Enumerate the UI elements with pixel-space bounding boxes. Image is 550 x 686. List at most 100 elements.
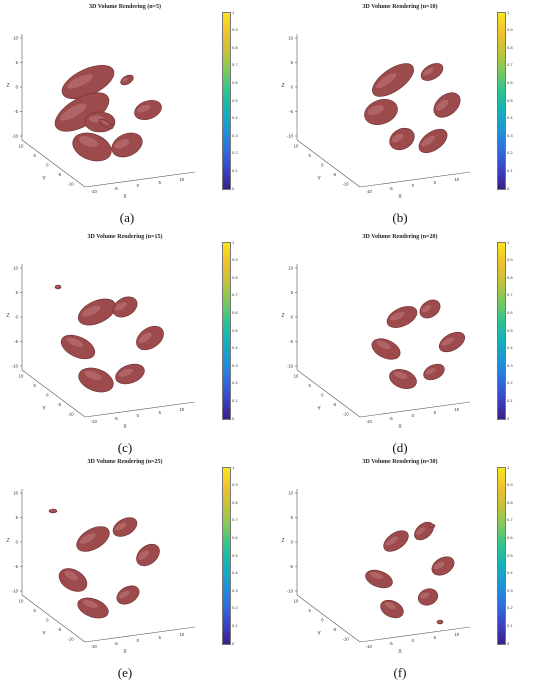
y-axis	[21, 139, 86, 188]
isosurface-highlight	[441, 337, 454, 346]
colorbar-tick-label: 0.8	[507, 44, 513, 50]
x-tick-label: -10	[366, 419, 373, 424]
colorbar-tick-label: 0.9	[507, 257, 513, 263]
y-tick-label: 10	[294, 599, 299, 604]
x-axis-label: X	[123, 424, 127, 430]
colorbar-tick-label: 1	[507, 239, 510, 245]
colorbar-tick-label: 0.1	[507, 622, 513, 628]
y-tick-label: 5	[34, 383, 37, 388]
x-tick-label: 0	[412, 183, 415, 188]
colorbar-tick-label: 0.5	[232, 97, 238, 103]
x-tick-label: 0	[137, 638, 140, 643]
z-tick-label: 5	[291, 515, 294, 520]
z-tick-label: 10	[288, 491, 293, 496]
z-tick-label: 0	[291, 315, 294, 320]
plot-area: 10 5 0 -5 -10 Z 10 5 0 -5 -10 Y -10 -5 0 5 10 X	[281, 34, 471, 200]
y-tick-label: 5	[34, 608, 37, 613]
colorbar-tick-label: 0	[232, 185, 235, 191]
isosurface-highlight	[389, 311, 405, 321]
z-tick-label: 10	[13, 491, 18, 496]
y-axis-label: Y	[42, 631, 46, 637]
colorbar-tick-label: 0	[507, 185, 510, 191]
x-tick-label: 5	[159, 410, 162, 415]
chart-title: 3D Volume Rendering (n=5)	[89, 4, 161, 10]
x-tick-label: -10	[91, 419, 98, 424]
isosurface-highlight	[82, 600, 98, 609]
chart-title: 3D Volume Rendering (n=30)	[362, 459, 438, 465]
colorbar-tick-label: 0.3	[507, 362, 513, 368]
colorbar	[497, 12, 506, 190]
isosurface-highlight	[436, 99, 449, 111]
isosurface-highlight	[376, 340, 391, 350]
colorbar-tick-label: 0.9	[507, 482, 513, 488]
colorbar	[497, 242, 506, 420]
colorbar-tick-label: 0.7	[232, 62, 238, 68]
z-tick-label: 5	[16, 290, 19, 295]
isosurface-highlight	[66, 337, 84, 348]
y-tick-label: 10	[19, 374, 24, 379]
x-tick-label: 0	[137, 183, 140, 188]
isosurface-highlight	[385, 536, 398, 546]
y-axis	[296, 594, 361, 643]
z-tick-label: 10	[288, 266, 293, 271]
colorbar-tick-label: 0.9	[507, 27, 513, 33]
y-tick-label: 0	[46, 618, 49, 623]
panel-caption: (f)	[393, 665, 407, 680]
y-tick-label: -5	[57, 172, 61, 177]
x-tick-label: 10	[179, 407, 184, 412]
colorbar-tick-label: 0.1	[232, 397, 238, 403]
z-tick-label: -10	[12, 134, 19, 139]
colorbar-tick-label: 0.4	[232, 345, 238, 351]
chart-title: 3D Volume Rendering (n=25)	[87, 459, 163, 465]
colorbar-tick-label: 0.3	[507, 132, 513, 138]
y-tick-label: -5	[57, 627, 61, 632]
colorbar-tick-label: 0.2	[232, 605, 238, 611]
colorbar-tick-label: 1	[232, 464, 235, 470]
y-tick-label: 5	[309, 608, 312, 613]
colorbar-tick-label: 0.2	[232, 150, 238, 156]
y-axis	[21, 369, 86, 418]
plot-area: 10 5 0 -5 -10 Z 10 5 0 -5 -10 Y -10 -5 0 5 10 X	[6, 264, 196, 430]
isosurface-highlight	[384, 601, 396, 610]
z-axis-label: Z	[281, 538, 284, 544]
x-tick-label: 5	[159, 180, 162, 185]
x-axis	[84, 401, 196, 418]
colorbar-tick-label: 0.6	[507, 534, 513, 540]
z-axis-label: Z	[281, 83, 284, 89]
x-tick-label: 0	[412, 638, 415, 643]
colorbar-tick-label: 0.4	[507, 345, 513, 351]
z-tick-label: 10	[288, 36, 293, 41]
y-axis-label: Y	[317, 631, 321, 637]
isosurface-highlight	[376, 73, 397, 89]
colorbar-tick-label: 0	[232, 415, 235, 421]
colorbar-tick-label: 0.9	[232, 27, 238, 33]
isosurface-highlight	[437, 620, 441, 623]
y-tick-label: -10	[68, 181, 75, 186]
x-axis-label: X	[398, 424, 402, 430]
y-tick-label: 5	[309, 153, 312, 158]
colorbar-tick-label: 0.7	[232, 292, 238, 298]
z-tick-label: -5	[14, 339, 18, 344]
panel-caption: (e)	[117, 665, 133, 680]
isosurface-highlight	[421, 135, 435, 147]
y-axis	[296, 139, 361, 188]
z-tick-label: -10	[12, 364, 19, 369]
colorbar-tick-label: 0.3	[232, 587, 238, 593]
y-tick-label: -5	[332, 172, 336, 177]
colorbar-tick-label: 0	[232, 640, 235, 646]
colorbar	[222, 467, 231, 645]
isosurface-highlight	[55, 285, 59, 288]
colorbar-tick-label: 0.8	[232, 499, 238, 505]
isosurface-highlight	[118, 590, 130, 599]
x-tick-label: 5	[434, 635, 437, 640]
x-tick-label: -5	[114, 641, 118, 646]
isosurface-highlight	[433, 561, 445, 570]
x-axis	[359, 626, 471, 643]
z-axis-label: Z	[281, 313, 284, 319]
colorbar-tick-label: 0.4	[507, 115, 513, 121]
x-tick-label: 10	[454, 177, 459, 182]
colorbar	[497, 467, 506, 645]
z-tick-label: -5	[289, 339, 293, 344]
chart-panel: 3D Volume Rendering (n=30) (f) 10 5 0 -5 -10 Z 1…	[275, 455, 550, 685]
